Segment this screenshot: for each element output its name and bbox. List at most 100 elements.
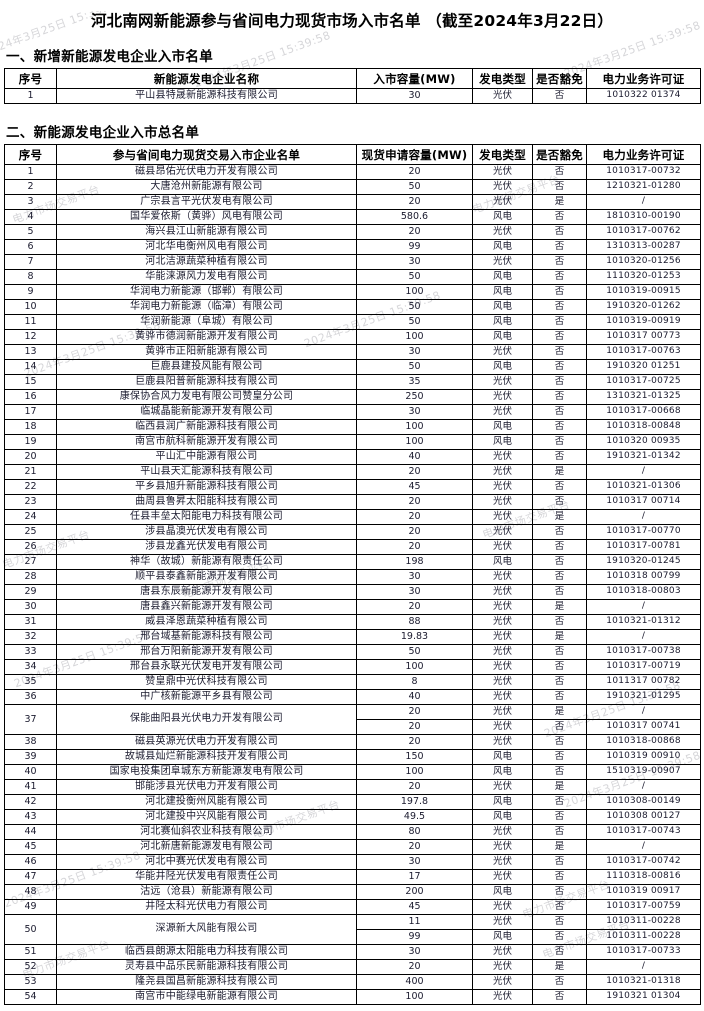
cell-generation-type: 风电 xyxy=(472,314,533,331)
cell-company-name: 河北建投衡州风能有限公司 xyxy=(56,794,357,811)
cell-capacity: 20 xyxy=(356,224,473,241)
table-row: 18 临西县润广新能源科技有限公司 100 风电否 1010318-00848 xyxy=(4,419,701,436)
table-row: 15 巨鹿县阳普新能源科技有限公司 35 光伏否 1010317-00725 xyxy=(4,374,701,391)
table-row: 12 黄骅市德润新能源开发有限公司 100 风电否 1010317 00773 xyxy=(4,329,701,346)
cell-capacity: 30 xyxy=(356,569,473,586)
cell-capacity: 30 xyxy=(356,404,473,421)
cell-generation-type: 风电 xyxy=(472,359,533,376)
cell-license: / xyxy=(586,779,701,796)
cell-license: 1010317-00732 xyxy=(586,164,701,181)
col-header-index: 序号 xyxy=(4,68,57,90)
table-header-row: 序号 新能源发电企业名称 入市容量(MW) 发电类型 是否豁免 电力业务许可证 xyxy=(4,68,701,90)
cell-license: 1310313-00287 xyxy=(586,239,701,256)
cell-company-name: 临城晶能新能源开发有限公司 xyxy=(56,404,357,421)
table-row: 47 华能井陉光伏发电有限责任公司 17 光伏否 1110318-00816 xyxy=(4,869,701,886)
cell-license: 1010317-00762 xyxy=(586,224,701,241)
cell-license: 1010317 00773 xyxy=(586,329,701,346)
table-row: 44 河北赛仙斜农业科技有限公司 80 光伏否 1010317-00743 xyxy=(4,824,701,841)
cell-company-name: 深源新大风能有限公司 xyxy=(56,914,357,946)
cell-index: 4 xyxy=(4,209,57,226)
cell-license: 1010317 00741 xyxy=(586,719,701,736)
cell-generation-type: 光伏 xyxy=(472,569,533,586)
cell-license: 1110318-00816 xyxy=(586,869,701,886)
cell-capacity: 17 xyxy=(356,869,473,886)
cell-generation-type: 风电 xyxy=(472,419,533,436)
cell-exempt: 否 xyxy=(532,674,587,691)
table-row: 48 沽远（沧县）新能源有限公司 200 风电否 1010319 00917 xyxy=(4,884,701,901)
cell-company-name: 涉县晶澳光伏发电有限公司 xyxy=(56,524,357,541)
table-row: 11 华润新能源（阜城）有限公司 50 风电否 1010319-00919 xyxy=(4,314,701,331)
cell-capacity: 250 xyxy=(356,389,473,406)
cell-capacity: 20 xyxy=(356,524,473,541)
table-row: 37 保能曲阳县光伏电力开发有限公司 20 光伏是 / xyxy=(4,704,701,736)
cell-generation-type: 光伏 xyxy=(472,449,533,466)
table-row: 7 河北洁源蔬菜种植有限公司 30 光伏否 1010320-01256 xyxy=(4,254,701,271)
cell-license: / xyxy=(586,464,701,481)
cell-exempt: 否 xyxy=(532,809,587,826)
cell-capacity: 20 xyxy=(356,539,473,556)
col-header-capacity: 现货申请容量(MW) xyxy=(356,144,473,166)
cell-index: 1 xyxy=(4,164,57,181)
cell-capacity: 40 xyxy=(356,689,473,706)
table-row: 41 邯能涉县光伏电力开发有限公司 20 光伏是 / xyxy=(4,779,701,796)
cell-company-name: 故城县灿烂新能源科技开发有限公司 xyxy=(56,749,357,766)
cell-exempt: 否 xyxy=(532,824,587,841)
cell-index: 3 xyxy=(4,194,57,211)
cell-company-name: 涉县龙鑫光伏发电有限公司 xyxy=(56,539,357,556)
cell-index: 30 xyxy=(4,599,57,616)
cell-index: 8 xyxy=(4,269,57,286)
cell-company-name: 华润新能源（阜城）有限公司 xyxy=(56,314,357,331)
cell-license: 1910320-01245 xyxy=(586,554,701,571)
table-row: 31 威县泽恩蔬菜种植有限公司 88 光伏否 1010321-01312 xyxy=(4,614,701,631)
cell-index: 31 xyxy=(4,614,57,631)
cell-capacity: 40 xyxy=(356,449,473,466)
cell-license: / xyxy=(586,194,701,211)
table-row: 27 神华（故城）新能源有限责任公司 198 风电否 1910320-01245 xyxy=(4,554,701,571)
section-heading-2: 二、新能源发电企业入市总名单 xyxy=(6,125,200,142)
cell-exempt: 否 xyxy=(532,734,587,751)
table-row: 10 华润电力新能源（临漳）有限公司 50 风电否 1910320-01262 xyxy=(4,299,701,316)
cell-generation-type: 光伏 xyxy=(472,644,533,661)
cell-capacity: 150 xyxy=(356,749,473,766)
cell-company-name: 巨鹿县建投风能有限公司 xyxy=(56,359,357,376)
cell-exempt: 否 xyxy=(532,794,587,811)
cell-capacity: 20 xyxy=(356,464,473,481)
cell-capacity: 30 xyxy=(356,854,473,871)
cell-exempt: 否 xyxy=(532,434,587,451)
cell-exempt: 否 xyxy=(532,179,587,196)
cell-license: 1910321-01295 xyxy=(586,689,701,706)
cell-exempt: 是 xyxy=(532,464,587,481)
cell-exempt: 否 xyxy=(532,209,587,226)
table-row: 24 任县丰垒太阳能电力科技有限公司 20 光伏是 / xyxy=(4,509,701,526)
document-page: 河北南网新能源参与省间电力现货市场入市名单 （截至2024年3月22日） 一、新… xyxy=(0,11,704,1011)
cell-index: 25 xyxy=(4,524,57,541)
page-title: 河北南网新能源参与省间电力现货市场入市名单 （截至2024年3月22日） xyxy=(90,12,614,30)
col-header-name: 新能源发电企业名称 xyxy=(56,68,357,90)
cell-index: 40 xyxy=(4,764,57,781)
cell-license: 1010317-00719 xyxy=(586,659,701,676)
cell-exempt: 否 xyxy=(532,644,587,661)
cell-company-name: 平乡县旭升新能源科技有限公司 xyxy=(56,479,357,496)
cell-license: 1310321-01325 xyxy=(586,389,701,406)
table-row: 6 河北华电衡州风电有限公司 99 风电否 1310313-00287 xyxy=(4,239,701,256)
cell-generation-type: 光伏 xyxy=(472,824,533,841)
cell-index: 45 xyxy=(4,839,57,856)
cell-generation-type: 光伏 xyxy=(472,464,533,481)
table-row: 35 赞皇鼎中光伏科技有限公司 8 光伏否 1011317 00782 xyxy=(4,674,701,691)
cell-index: 53 xyxy=(4,974,57,991)
table-row: 39 故城县灿烂新能源科技开发有限公司 150 风电否 1010319 00910 xyxy=(4,749,701,766)
cell-generation-type: 光伏 xyxy=(472,959,533,976)
cell-generation-type: 风电 xyxy=(472,794,533,811)
cell-license: / xyxy=(586,599,701,616)
cell-exempt: 否 xyxy=(532,224,587,241)
table-row: 9 华润电力新能源（邯郸）有限公司 100 风电否 1010319-00915 xyxy=(4,284,701,301)
cell-license: 1010318-00848 xyxy=(586,419,701,436)
cell-capacity: 200 xyxy=(356,884,473,901)
cell-exempt: 否 xyxy=(532,239,587,256)
cell-generation-type: 光伏 xyxy=(472,779,533,796)
cell-license: 1010319 00910 xyxy=(586,749,701,766)
cell-exempt: 是 xyxy=(532,599,587,616)
table-row: 4 国华爱依斯（黄骅）风电有限公司 580.6 风电否 1810310-00190 xyxy=(4,209,701,226)
cell-capacity: 100 xyxy=(356,434,473,451)
cell-exempt: 否 xyxy=(532,914,587,931)
